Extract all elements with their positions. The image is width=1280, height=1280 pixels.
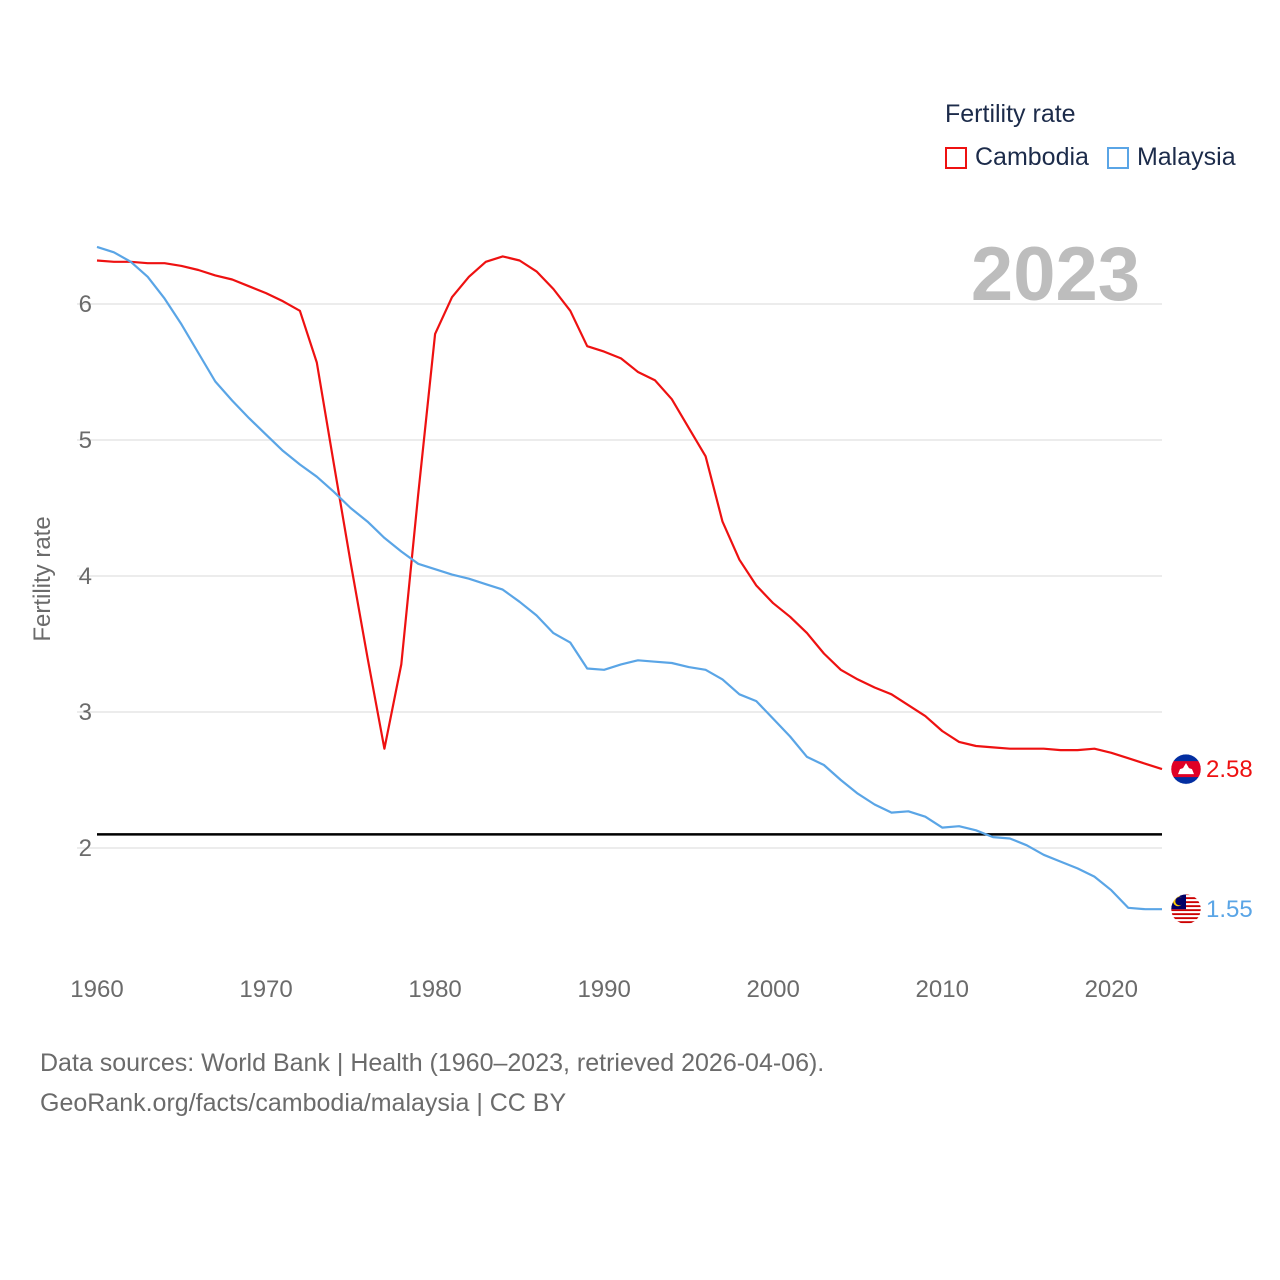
y-tick-label: 5 xyxy=(79,427,92,454)
y-tick-label: 6 xyxy=(79,291,92,318)
legend-label-malaysia: Malaysia xyxy=(1136,143,1236,171)
y-tick-label: 2 xyxy=(79,835,92,862)
footer: Data sources: World Bank | Health (1960–… xyxy=(40,1043,824,1123)
x-tick-label: 1970 xyxy=(239,976,292,1003)
y-axis: 2 3 4 5 6 xyxy=(79,291,92,862)
legend-label-cambodia: Cambodia xyxy=(975,143,1089,171)
y-axis-label: Fertility rate xyxy=(29,516,56,641)
x-axis: 1960 1970 1980 1990 2000 2010 2020 xyxy=(70,976,1138,1003)
series-line-cambodia[interactable] xyxy=(96,255,1163,771)
x-tick-label: 1990 xyxy=(577,976,630,1003)
series-lines xyxy=(96,245,1163,911)
legend-title: Fertility rate xyxy=(945,100,1076,128)
x-tick-label: 1960 xyxy=(70,976,123,1003)
x-tick-label: 1980 xyxy=(408,976,461,1003)
y-tick-label: 3 xyxy=(79,699,92,726)
legend-swatch-cambodia xyxy=(945,146,967,169)
footer-link[interactable]: GeoRank.org/facts/cambodia/malaysia | CC… xyxy=(40,1089,567,1117)
gridlines xyxy=(77,303,1162,849)
legend-item-cambodia[interactable]: Cambodia xyxy=(945,143,1089,172)
end-markers: 2.58 1.55 xyxy=(1170,753,1253,925)
legend: Cambodia Malaysia xyxy=(945,143,1254,172)
end-value-label-malaysia: 1.55 xyxy=(1206,896,1253,923)
y-tick-label: 4 xyxy=(79,563,92,590)
flag-icon-malaysia xyxy=(1170,893,1202,925)
end-value-label-cambodia: 2.58 xyxy=(1206,756,1253,783)
x-tick-label: 2020 xyxy=(1085,976,1138,1003)
x-tick-label: 2010 xyxy=(916,976,969,1003)
x-tick-label: 2000 xyxy=(746,976,799,1003)
flag-icon-cambodia xyxy=(1170,753,1202,785)
legend-swatch-malaysia xyxy=(1106,146,1129,169)
footer-sources: Data sources: World Bank | Health (1960–… xyxy=(40,1049,825,1077)
year-label: 2023 xyxy=(971,232,1140,317)
legend-item-malaysia[interactable]: Malaysia xyxy=(1106,143,1236,172)
series-line-malaysia[interactable] xyxy=(96,245,1162,911)
